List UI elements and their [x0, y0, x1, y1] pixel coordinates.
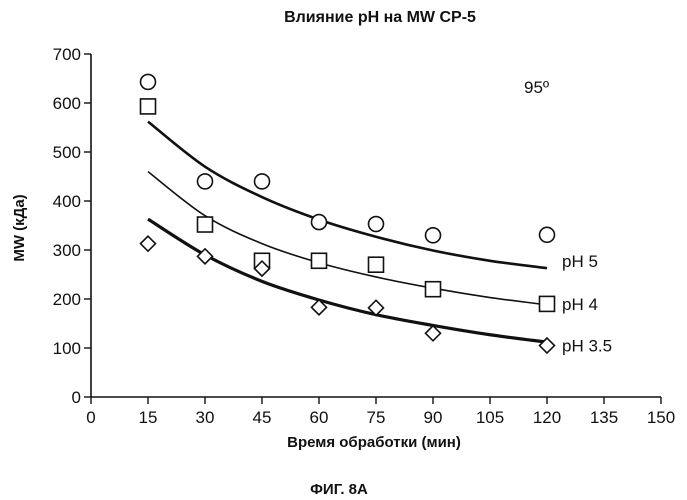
data-point-circle	[426, 228, 441, 243]
data-point-square	[369, 257, 384, 272]
y-tick-label: 400	[53, 192, 81, 211]
data-point-square	[141, 99, 156, 114]
x-tick-label: 105	[476, 408, 504, 427]
fit-line-ph-5	[148, 122, 547, 269]
series-label: pH 4	[562, 295, 598, 314]
chart-title: Влияние pH на MW CP-5	[284, 9, 476, 26]
y-tick-label: 0	[72, 388, 81, 407]
data-point-diamond	[141, 236, 156, 251]
series-label: pH 5	[562, 252, 598, 271]
data-point-circle	[198, 174, 213, 189]
figure-caption: ФИГ. 8А	[310, 481, 368, 498]
x-tick-label: 120	[533, 408, 561, 427]
y-tick-label: 500	[53, 143, 81, 162]
x-tick-label: 135	[590, 408, 618, 427]
data-point-circle	[540, 227, 555, 242]
data-point-diamond	[426, 326, 441, 341]
fit-line-ph-4	[148, 172, 547, 305]
y-tick-label: 200	[53, 290, 81, 309]
data-point-circle	[141, 74, 156, 89]
x-tick-label: 90	[424, 408, 443, 427]
data-point-square	[426, 282, 441, 297]
plot-area: 0 15 30 45 60 75 90 105 120 135 150 0 100 200 300 400 50…	[53, 45, 676, 427]
y-tick-label: 100	[53, 339, 81, 358]
data-point-square	[198, 217, 213, 232]
y-tick-label: 600	[53, 94, 81, 113]
series-label: pH 3.5	[562, 337, 612, 356]
x-tick-label: 30	[196, 408, 215, 427]
y-axis-label: MW (кДа)	[11, 194, 28, 261]
data-point-circle	[255, 174, 270, 189]
y-tick-label: 300	[53, 241, 81, 260]
x-tick-label: 75	[367, 408, 386, 427]
data-point-circle	[312, 215, 327, 230]
fit-line-ph-3-5	[148, 219, 547, 342]
x-tick-label: 150	[647, 408, 675, 427]
x-tick-label: 15	[139, 408, 158, 427]
data-point-circle	[369, 217, 384, 232]
data-point-square	[312, 253, 327, 268]
x-axis-label: Время обработки (мин)	[287, 434, 461, 451]
x-tick-label: 45	[253, 408, 272, 427]
x-tick-label: 60	[310, 408, 329, 427]
data-point-square	[540, 296, 555, 311]
y-tick-label: 700	[53, 45, 81, 64]
temperature-annotation: 95º	[524, 78, 549, 97]
chart: Влияние pH на MW CP-5 0 15 30 45 60 75 90 105 12…	[0, 0, 687, 500]
x-tick-label: 0	[86, 408, 95, 427]
